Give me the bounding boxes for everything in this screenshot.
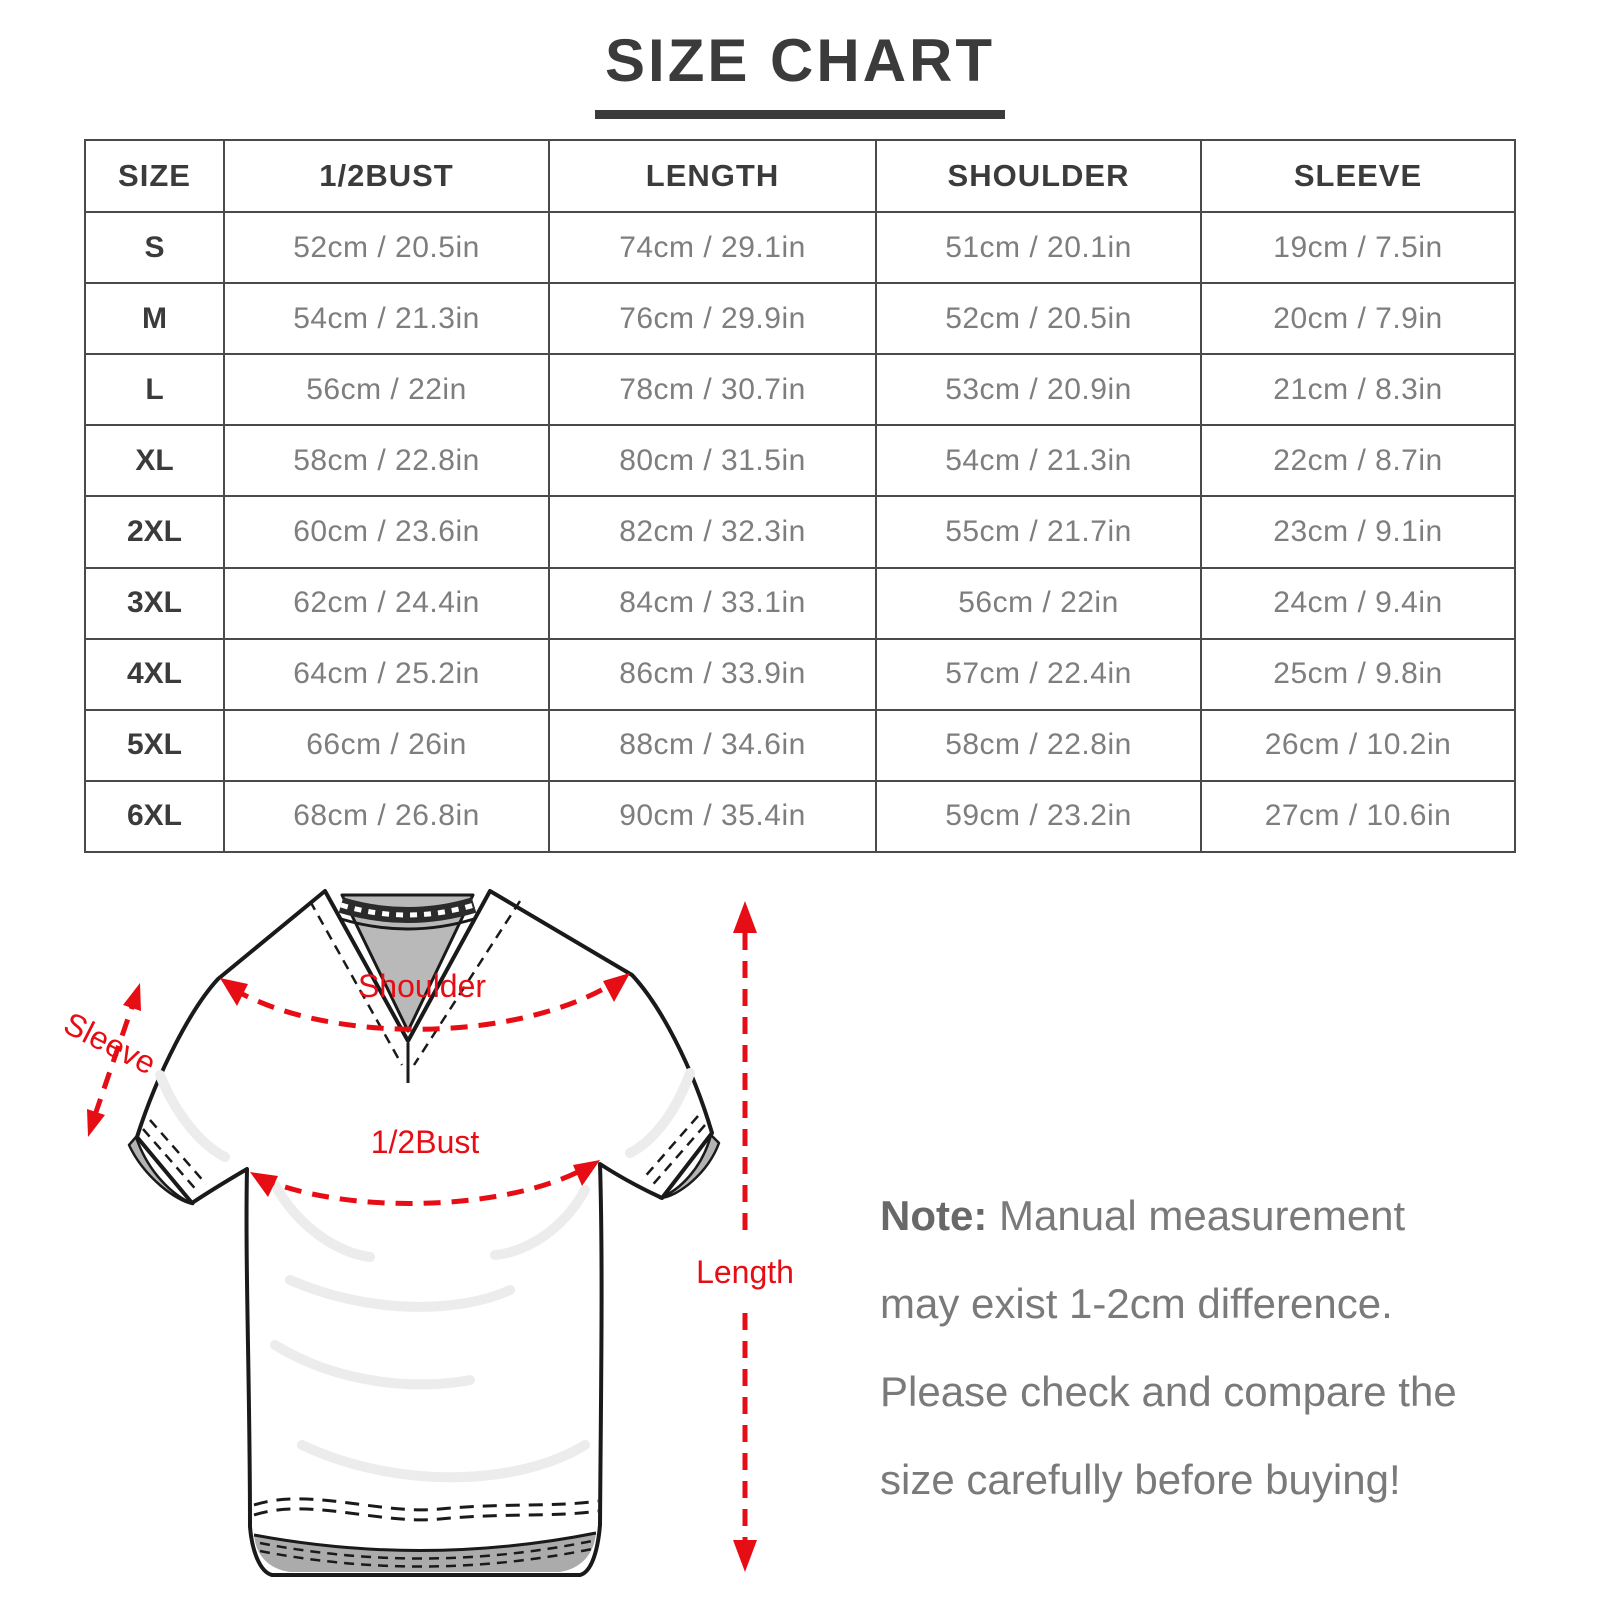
half-bust-label: 1/2Bust (371, 1124, 480, 1160)
left-cuff (127, 1119, 207, 1206)
right-cuff (641, 1115, 721, 1200)
measurement-cell: 52cm / 20.5in (875, 282, 1202, 356)
size-cell: L (84, 353, 225, 427)
hem-band (253, 1497, 599, 1572)
measurement-cell: 62cm / 24.4in (223, 566, 550, 640)
title-wrap: SIZE CHART (0, 26, 1600, 119)
size-cell: 3XL (84, 566, 225, 640)
measurement-cell: 54cm / 21.3in (875, 424, 1202, 498)
measurement-cell: 19cm / 7.5in (1200, 210, 1516, 285)
column-header-length: LENGTH (548, 139, 877, 213)
note-label: Note: (880, 1192, 988, 1239)
measurement-cell: 24cm / 9.4in (1200, 566, 1516, 640)
measurement-cell: 53cm / 20.9in (875, 353, 1202, 427)
measurement-cell: 56cm / 22in (875, 566, 1202, 640)
half-bust-arrow (250, 1160, 600, 1206)
collar (308, 893, 522, 1083)
table-row: 6XL 68cm / 26.8in 90cm / 35.4in 59cm / 23.2… (84, 779, 1516, 854)
note-text: Note: Manual measurement may exist 1-2cm… (880, 1172, 1480, 1524)
measurement-cell: 74cm / 29.1in (548, 210, 877, 285)
length-label: Length (696, 1254, 794, 1290)
size-chart-table: SIZE 1/2BUST LENGTH SHOULDER SLEEVE S 52cm / … (84, 139, 1516, 854)
length-arrow (733, 901, 757, 1572)
wrinkle-shading (155, 1068, 695, 1483)
measurement-cell: 21cm / 8.3in (1200, 353, 1516, 427)
size-cell: 4XL (84, 637, 225, 711)
measurement-cell: 56cm / 22in (223, 353, 550, 427)
measurement-cell: 64cm / 25.2in (223, 637, 550, 711)
measurement-cell: 55cm / 21.7in (875, 495, 1202, 569)
table-row: 5XL 66cm / 26in 88cm / 34.6in 58cm / 22.8in… (84, 708, 1516, 782)
measurement-cell: 20cm / 7.9in (1200, 282, 1516, 356)
column-header-size: SIZE (84, 139, 225, 213)
size-table-body: S 52cm / 20.5in 74cm / 29.1in 51cm / 20.1in… (84, 210, 1516, 854)
size-cell: S (84, 210, 225, 285)
size-cell: 5XL (84, 708, 225, 782)
measurement-cell: 68cm / 26.8in (223, 779, 550, 854)
table-row: XL 58cm / 22.8in 80cm / 31.5in 54cm / 21.3i… (84, 424, 1516, 498)
table-row: 3XL 62cm / 24.4in 84cm / 33.1in 56cm / 22in… (84, 566, 1516, 640)
measurement-cell: 27cm / 10.6in (1200, 779, 1516, 854)
measurement-cell: 51cm / 20.1in (875, 210, 1202, 285)
size-table-head-row: SIZE 1/2BUST LENGTH SHOULDER SLEEVE (84, 139, 1516, 213)
measurement-cell: 54cm / 21.3in (223, 282, 550, 356)
measurement-cell: 60cm / 23.6in (223, 495, 550, 569)
page-title: SIZE CHART (595, 26, 1005, 119)
measurement-cell: 66cm / 26in (223, 708, 550, 782)
measurement-cell: 86cm / 33.9in (548, 637, 877, 711)
sleeve-label: Sleeve (58, 1005, 162, 1081)
table-row: 4XL 64cm / 25.2in 86cm / 33.9in 57cm / 22.4… (84, 637, 1516, 711)
table-row: S 52cm / 20.5in 74cm / 29.1in 51cm / 20.1in… (84, 210, 1516, 285)
size-cell: M (84, 282, 225, 356)
size-cell: 6XL (84, 779, 225, 854)
table-row: M 54cm / 21.3in 76cm / 29.9in 52cm / 20.5in… (84, 282, 1516, 356)
table-row: 2XL 60cm / 23.6in 82cm / 32.3in 55cm / 21.7… (84, 495, 1516, 569)
measurement-cell: 88cm / 34.6in (548, 708, 877, 782)
size-cell: XL (84, 424, 225, 498)
measurement-cell: 57cm / 22.4in (875, 637, 1202, 711)
column-header-sleeve: SLEEVE (1200, 139, 1516, 213)
measurement-cell: 76cm / 29.9in (548, 282, 877, 356)
measurement-cell: 82cm / 32.3in (548, 495, 877, 569)
size-cell: 2XL (84, 495, 225, 569)
measurement-cell: 78cm / 30.7in (548, 353, 877, 427)
measurement-cell: 84cm / 33.1in (548, 566, 877, 640)
measurement-cell: 58cm / 22.8in (875, 708, 1202, 782)
measurement-cell: 59cm / 23.2in (875, 779, 1202, 854)
measurement-cell: 58cm / 22.8in (223, 424, 550, 498)
tshirt-measurement-diagram: Shoulder 1/2Bust Sleeve Length (58, 889, 794, 1577)
column-header-1-2bust: 1/2BUST (223, 139, 550, 213)
shoulder-label: Shoulder (358, 968, 486, 1004)
column-header-shoulder: SHOULDER (875, 139, 1202, 213)
measurement-cell: 26cm / 10.2in (1200, 708, 1516, 782)
measurement-cell: 25cm / 9.8in (1200, 637, 1516, 711)
measurement-cell: 80cm / 31.5in (548, 424, 877, 498)
table-row: L 56cm / 22in 78cm / 30.7in 53cm / 20.9in 21… (84, 353, 1516, 427)
measurement-cell: 90cm / 35.4in (548, 779, 877, 854)
sleeve-arrow (87, 983, 141, 1137)
measurement-cell: 22cm / 8.7in (1200, 424, 1516, 498)
note-body: Manual measurement may exist 1-2cm diffe… (880, 1192, 1457, 1503)
shoulder-arrow (220, 973, 630, 1032)
measurement-cell: 52cm / 20.5in (223, 210, 550, 285)
measurement-cell: 23cm / 9.1in (1200, 495, 1516, 569)
